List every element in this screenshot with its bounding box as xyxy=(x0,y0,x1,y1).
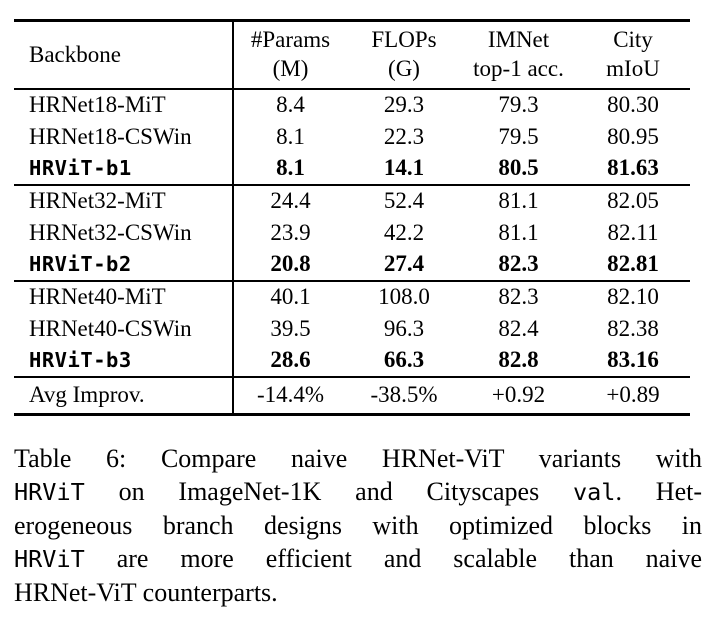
header-imnet: IMNet top-1 acc. xyxy=(461,21,576,89)
backbone-cell: HRViT-b2 xyxy=(14,248,234,281)
value-cell: 82.11 xyxy=(607,219,659,245)
caption-line: HRViT are more efficient and scalable th… xyxy=(14,542,702,576)
backbone-cell: HRNet40-CSWin xyxy=(14,312,234,345)
value-cell: 81.63 xyxy=(607,155,659,180)
header-city-line2: mIoU xyxy=(606,55,660,81)
caption-text: HRNet-ViT counterparts. xyxy=(14,578,278,607)
caption-line: HRNet-ViT counterparts. xyxy=(14,576,702,609)
paper-page: Backbone #Params (M) FLOPs (G) IMNet top… xyxy=(14,19,702,609)
backbone-cell: HRNet32-MiT xyxy=(14,184,234,217)
caption-mono-text: val xyxy=(573,478,616,506)
caption-line: Table 6: Compare naive HRNet-ViT variant… xyxy=(14,442,702,475)
backbone-cell: HRNet40-MiT xyxy=(14,280,234,313)
value-cell: 28.6 xyxy=(270,347,311,372)
header-params-line2: (M) xyxy=(272,55,309,81)
value-cell: 82.8 xyxy=(498,347,539,372)
value-cell: 27.4 xyxy=(383,251,425,276)
avg-improv-label: Avg Improv. xyxy=(14,376,234,415)
table-row: HRNet32-CSWin 23.9 42.2 81.1 82.11 xyxy=(14,216,690,249)
header-imnet-line1: IMNet xyxy=(487,27,550,52)
avg-improv-value: +0.92 xyxy=(491,382,546,408)
avg-improv-value: +0.89 xyxy=(606,382,660,408)
table-row: HRViT-b2 20.8 27.4 82.3 82.81 xyxy=(14,248,690,281)
backbone-cell: HRNet32-CSWin xyxy=(14,216,234,249)
table-row: HRNet40-MiT 40.1 108.0 82.3 82.10 xyxy=(14,280,690,313)
value-cell: 79.3 xyxy=(498,92,539,117)
table-group-1: HRNet18-MiT 8.4 29.3 79.3 80.30 HRNet18-CSWin… xyxy=(14,88,690,185)
value-cell: 82.4 xyxy=(498,315,539,341)
header-row: Backbone #Params (M) FLOPs (G) IMNet top… xyxy=(14,20,690,89)
table-group-2: HRNet32-MiT 24.4 52.4 81.1 82.05 HRNet32-CSWi… xyxy=(14,184,690,281)
caption-text: Table 6: Compare naive HRNet-ViT variant… xyxy=(14,444,702,473)
value-cell: 82.05 xyxy=(607,188,659,213)
caption-text: are more efficient and scalable than nai… xyxy=(84,544,702,573)
value-cell: 52.4 xyxy=(383,188,425,213)
table-row: HRViT-b3 28.6 66.3 82.8 83.16 xyxy=(14,344,690,377)
value-cell: 24.4 xyxy=(270,188,311,213)
value-cell: 82.3 xyxy=(498,284,539,309)
caption-mono-text: HRViT xyxy=(14,478,85,506)
table-row: HRNet18-MiT 8.4 29.3 79.3 80.30 xyxy=(14,88,690,121)
value-cell: 23.9 xyxy=(270,219,311,245)
header-flops-line1: FLOPs xyxy=(371,27,437,52)
table-row: HRNet40-CSWin 39.5 96.3 82.4 82.38 xyxy=(14,312,690,345)
value-cell: 79.5 xyxy=(498,123,539,149)
value-cell: 29.3 xyxy=(383,92,425,117)
avg-improv-value: -38.5% xyxy=(370,382,438,408)
table-group-3: HRNet40-MiT 40.1 108.0 82.3 82.10 HRNet40-CSW… xyxy=(14,280,690,377)
value-cell: 80.5 xyxy=(498,155,539,180)
results-table: Backbone #Params (M) FLOPs (G) IMNet top… xyxy=(14,19,690,416)
caption-line: HRViT on ImageNet-1K and Cityscapes val.… xyxy=(14,475,702,509)
table-row: HRNet32-MiT 24.4 52.4 81.1 82.05 xyxy=(14,184,690,217)
value-cell: 82.81 xyxy=(607,251,659,276)
caption-text: on ImageNet-1K and Cityscapes xyxy=(84,477,574,506)
avg-improv-value: -14.4% xyxy=(256,382,325,408)
header-backbone-label: Backbone xyxy=(29,41,121,67)
backbone-cell: HRNet18-CSWin xyxy=(14,120,234,153)
header-params-line1: #Params xyxy=(250,27,331,52)
caption-text: erogeneous branch designs with optimized… xyxy=(14,511,702,540)
caption-line: erogeneous branch designs with optimized… xyxy=(14,509,702,542)
avg-improv-row: Avg Improv. -14.4% -38.5% +0.92 +0.89 xyxy=(14,376,690,415)
table-footer: Avg Improv. -14.4% -38.5% +0.92 +0.89 xyxy=(14,376,690,415)
header-city-line1: City xyxy=(613,27,653,52)
caption-mono-text: HRViT xyxy=(14,545,85,573)
value-cell: 66.3 xyxy=(383,347,425,372)
caption-text: . Het- xyxy=(615,477,702,506)
value-cell: 39.5 xyxy=(270,315,311,341)
value-cell: 8.1 xyxy=(276,155,305,180)
value-cell: 22.3 xyxy=(383,123,425,149)
table-row: HRViT-b1 8.1 14.1 80.5 81.63 xyxy=(14,152,690,185)
value-cell: 42.2 xyxy=(383,219,425,245)
value-cell: 20.8 xyxy=(270,251,311,276)
table-caption: Table 6: Compare naive HRNet-ViT variant… xyxy=(14,442,702,609)
value-cell: 8.4 xyxy=(276,92,305,117)
value-cell: 81.1 xyxy=(498,219,539,245)
header-backbone: Backbone xyxy=(14,20,234,89)
value-cell: 108.0 xyxy=(378,284,430,309)
value-cell: 40.1 xyxy=(270,284,311,309)
value-cell: 81.1 xyxy=(498,188,539,213)
table-header: Backbone #Params (M) FLOPs (G) IMNet top… xyxy=(14,20,690,89)
value-cell: 83.16 xyxy=(607,347,659,372)
header-imnet-line2: top-1 acc. xyxy=(473,55,564,81)
value-cell: 82.10 xyxy=(607,284,659,309)
header-params: #Params (M) xyxy=(233,21,347,89)
table-row: HRNet18-CSWin 8.1 22.3 79.5 80.95 xyxy=(14,120,690,153)
value-cell: 14.1 xyxy=(383,155,425,180)
header-city: City mIoU xyxy=(576,21,690,89)
value-cell: 96.3 xyxy=(383,315,425,341)
backbone-cell: HRViT-b1 xyxy=(14,152,234,185)
value-cell: 82.38 xyxy=(607,315,659,341)
value-cell: 82.3 xyxy=(498,251,539,276)
value-cell: 80.95 xyxy=(607,123,659,149)
header-flops-line2: (G) xyxy=(388,55,420,81)
backbone-cell: HRNet18-MiT xyxy=(14,88,234,121)
value-cell: 8.1 xyxy=(276,123,305,149)
value-cell: 80.30 xyxy=(607,92,659,117)
backbone-cell: HRViT-b3 xyxy=(14,344,234,377)
header-flops: FLOPs (G) xyxy=(347,21,461,89)
